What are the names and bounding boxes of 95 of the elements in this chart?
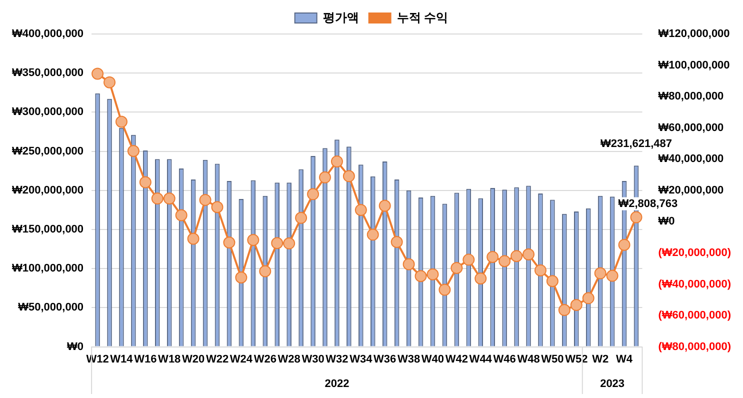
x-tick-label: W28 bbox=[278, 353, 300, 366]
x-tick-label: W4 bbox=[616, 353, 634, 366]
x-tick-label: W24 bbox=[230, 353, 254, 366]
point bbox=[546, 275, 558, 288]
x-tick-label: W40 bbox=[421, 353, 444, 366]
y2-tick-label: (₩40,000,000) bbox=[658, 278, 732, 290]
y2-tick-label: ₩80,000,000 bbox=[658, 90, 724, 103]
point bbox=[175, 209, 188, 222]
point bbox=[402, 258, 415, 270]
text: 2023 bbox=[600, 378, 625, 390]
y2-tick-label: ₩60,000,000 bbox=[658, 122, 724, 134]
point bbox=[594, 267, 606, 280]
point bbox=[139, 176, 152, 188]
point bbox=[570, 299, 582, 312]
x-tick-label: W42 bbox=[445, 353, 468, 366]
y-tick-label: ₩300,000,000 bbox=[12, 106, 84, 118]
point bbox=[342, 170, 355, 182]
point bbox=[211, 201, 224, 214]
data-label: ₩2,808,763 bbox=[618, 198, 678, 210]
point bbox=[295, 212, 308, 224]
text: 2022 bbox=[324, 378, 350, 390]
x-tick-label: W52 bbox=[565, 353, 588, 366]
x-tick-label: W12 bbox=[86, 353, 109, 366]
point bbox=[354, 204, 367, 216]
point bbox=[163, 192, 176, 205]
point bbox=[498, 255, 511, 268]
x-tick-label: W18 bbox=[158, 353, 181, 366]
x-tick-label: W26 bbox=[254, 353, 276, 366]
data-label: ₩231,621,487 bbox=[600, 138, 672, 150]
point bbox=[283, 237, 296, 250]
point bbox=[390, 236, 403, 248]
point bbox=[414, 270, 427, 282]
point bbox=[486, 251, 499, 264]
y-tick-label: ₩400,000,000 bbox=[12, 28, 84, 40]
point bbox=[474, 272, 487, 284]
x-tick-label: W20 bbox=[182, 353, 205, 366]
point bbox=[462, 254, 475, 266]
point bbox=[271, 237, 284, 250]
point bbox=[115, 116, 128, 128]
y-tick-label: ₩0 bbox=[67, 340, 84, 353]
y-tick-label: ₩50,000,000 bbox=[18, 302, 84, 314]
x-tick-label: W48 bbox=[517, 353, 540, 366]
point bbox=[618, 238, 630, 251]
point bbox=[199, 194, 212, 206]
y-tick-label: ₩350,000,000 bbox=[12, 67, 84, 80]
point bbox=[630, 211, 642, 224]
y2-tick-label: ₩120,000,000 bbox=[658, 28, 730, 40]
point bbox=[426, 268, 439, 280]
legend-label: 평가액 bbox=[322, 10, 359, 24]
point bbox=[366, 228, 379, 241]
x-tick-label: W16 bbox=[134, 353, 157, 366]
y2-tick-label: (₩20,000,000) bbox=[658, 246, 732, 259]
point bbox=[438, 284, 451, 296]
y2-tick-label: ₩0 bbox=[658, 216, 675, 228]
x-tick-label: W36 bbox=[374, 353, 396, 366]
y2-tick-label: ₩20,000,000 bbox=[658, 184, 724, 196]
point bbox=[450, 262, 463, 274]
y-tick-label: ₩100,000,000 bbox=[12, 262, 84, 275]
x-tick-label: W30 bbox=[302, 353, 324, 366]
y-tick-label: ₩250,000,000 bbox=[12, 145, 84, 158]
point bbox=[187, 232, 200, 245]
x-tick-label: W32 bbox=[326, 353, 348, 366]
point bbox=[510, 250, 523, 262]
point bbox=[247, 234, 260, 246]
y-tick-label: ₩200,000,000 bbox=[12, 184, 84, 196]
point bbox=[259, 265, 272, 278]
x-tick-label: W38 bbox=[397, 353, 420, 366]
point bbox=[582, 292, 594, 304]
point bbox=[318, 171, 331, 184]
x-tick-label: W44 bbox=[469, 353, 493, 366]
y2-tick-label: (₩60,000,000) bbox=[658, 310, 732, 322]
y2-tick-label: (₩80,000,000) bbox=[658, 340, 732, 353]
point bbox=[92, 68, 104, 80]
x-tick-label: W2 bbox=[592, 353, 609, 366]
point bbox=[235, 272, 248, 284]
x-tick-label: W50 bbox=[541, 353, 564, 366]
point bbox=[223, 236, 236, 248]
point bbox=[378, 200, 391, 212]
x-tick-label: W22 bbox=[206, 353, 229, 366]
point bbox=[127, 144, 140, 157]
y-tick-label: ₩150,000,000 bbox=[12, 224, 84, 236]
x-tick-label: W14 bbox=[110, 353, 134, 366]
y2-tick-label: ₩100,000,000 bbox=[658, 59, 730, 72]
point bbox=[522, 248, 535, 260]
point bbox=[330, 155, 343, 168]
point bbox=[104, 76, 116, 88]
x-tick-label: W46 bbox=[493, 353, 516, 366]
point bbox=[307, 188, 320, 200]
point bbox=[151, 192, 164, 205]
point bbox=[558, 304, 570, 316]
point bbox=[606, 270, 618, 282]
y2-tick-label: ₩40,000,000 bbox=[658, 153, 724, 166]
point bbox=[534, 264, 546, 276]
legend-label: 누적 수익 bbox=[396, 10, 448, 24]
x-tick-label: W34 bbox=[350, 353, 374, 366]
